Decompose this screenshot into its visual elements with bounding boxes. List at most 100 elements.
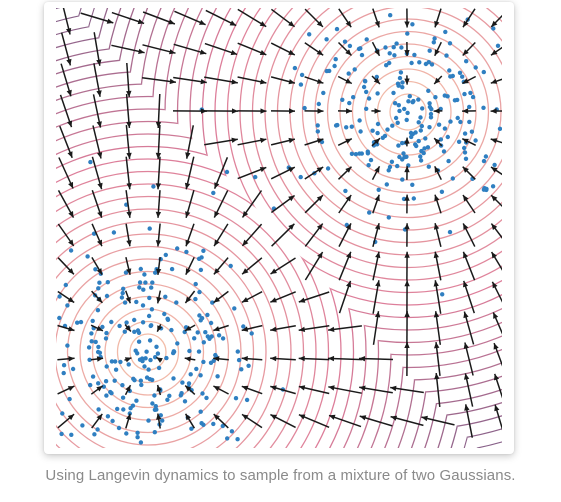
sample-dot bbox=[193, 281, 198, 287]
arrow-glyph bbox=[237, 108, 267, 114]
sample-dot bbox=[65, 343, 70, 348]
sample-dot bbox=[495, 43, 501, 48]
contour-line bbox=[339, 43, 477, 181]
sample-dot bbox=[462, 150, 468, 155]
sample-dot bbox=[298, 174, 303, 180]
sample-dot bbox=[438, 106, 443, 112]
sample-dot bbox=[380, 135, 385, 140]
arrow-glyph bbox=[241, 223, 263, 247]
arrow-glyph bbox=[184, 413, 196, 429]
arrow-glyph bbox=[490, 138, 502, 144]
sample-dot bbox=[416, 97, 421, 102]
arrow-glyph bbox=[213, 324, 229, 332]
sample-dot bbox=[400, 85, 405, 90]
arrow-glyph bbox=[203, 108, 239, 114]
arrow-glyph bbox=[125, 413, 132, 429]
arrow-glyph bbox=[337, 41, 353, 57]
sample-dot bbox=[467, 119, 472, 125]
sample-dot bbox=[481, 69, 486, 75]
sample-dot bbox=[429, 62, 435, 67]
sample-dot bbox=[163, 252, 168, 258]
sample-dot bbox=[121, 407, 126, 412]
sample-dot bbox=[95, 308, 101, 313]
arrow-glyph bbox=[91, 257, 103, 275]
arrow-glyph bbox=[204, 137, 238, 146]
sample-dot bbox=[139, 382, 144, 388]
arrow-glyph bbox=[372, 280, 381, 314]
contour-line bbox=[116, 320, 180, 384]
contour-line bbox=[214, 8, 502, 306]
sample-dot bbox=[441, 149, 447, 154]
contour-line bbox=[239, 8, 502, 281]
figure-caption: Using Langevin dynamics to sample from a… bbox=[45, 467, 516, 484]
sample-dot bbox=[358, 129, 363, 134]
arrow-glyph bbox=[92, 94, 102, 128]
sample-dot bbox=[447, 68, 452, 73]
arrow-glyph bbox=[156, 384, 162, 396]
arrow-glyph bbox=[57, 413, 75, 429]
contour-line bbox=[56, 233, 267, 448]
sample-dot bbox=[86, 345, 92, 350]
sample-dot bbox=[446, 158, 451, 164]
arrow-glyph bbox=[185, 223, 195, 247]
sample-dot bbox=[155, 351, 161, 356]
sample-dot bbox=[113, 359, 118, 364]
sample-dot bbox=[68, 248, 74, 253]
sample-dot bbox=[316, 101, 321, 107]
sample-dot bbox=[455, 97, 460, 103]
arrow-glyph bbox=[493, 342, 502, 367]
sample-dot bbox=[148, 357, 153, 363]
sample-dot bbox=[299, 72, 305, 78]
sample-dot bbox=[395, 163, 400, 169]
arrow-glyph bbox=[462, 194, 476, 214]
arrow-glyph bbox=[338, 251, 352, 281]
arrow-glyph bbox=[156, 290, 162, 304]
arrow-glyph bbox=[125, 156, 132, 190]
arrow-glyph bbox=[464, 373, 474, 407]
arrow-glyph bbox=[241, 291, 263, 303]
arrow-glyph bbox=[372, 223, 381, 247]
arrow-glyph bbox=[433, 223, 442, 247]
sample-dot bbox=[473, 138, 478, 143]
sample-dot bbox=[198, 373, 203, 378]
arrow-glyph bbox=[490, 46, 502, 56]
sample-dot bbox=[163, 294, 168, 299]
sample-dot bbox=[405, 31, 410, 36]
sample-dot bbox=[151, 184, 156, 189]
arrow-glyph bbox=[125, 257, 132, 275]
sample-dot bbox=[400, 140, 405, 146]
sample-dot bbox=[164, 355, 169, 361]
sample-dot bbox=[368, 157, 374, 163]
sample-dot bbox=[439, 189, 445, 194]
arrow-glyph bbox=[213, 157, 229, 189]
sample-dot bbox=[324, 37, 329, 42]
arrow-glyph bbox=[57, 257, 75, 275]
sample-dot bbox=[302, 105, 307, 111]
arrow-glyph bbox=[270, 8, 296, 28]
sample-dot bbox=[121, 286, 126, 291]
arrow-glyph bbox=[463, 311, 475, 345]
sample-dot bbox=[118, 359, 123, 365]
arrow-glyph bbox=[92, 125, 103, 159]
sample-dot bbox=[386, 215, 391, 220]
sample-dot bbox=[344, 125, 349, 130]
sample-dot bbox=[228, 263, 233, 269]
arrow-glyph bbox=[434, 194, 442, 214]
sample-dot bbox=[208, 320, 214, 326]
arrow-glyph bbox=[184, 385, 196, 395]
arrow-glyph bbox=[62, 8, 72, 35]
sample-dot bbox=[194, 366, 199, 372]
arrow-glyph bbox=[404, 251, 410, 281]
sample-dot bbox=[423, 136, 428, 141]
arrow-glyph bbox=[371, 75, 381, 85]
sample-dot bbox=[402, 106, 407, 112]
arrow-glyph bbox=[205, 9, 237, 27]
sample-dot bbox=[197, 289, 202, 295]
sample-dot bbox=[363, 79, 368, 84]
sample-dot bbox=[349, 124, 354, 129]
sample-dot bbox=[109, 319, 114, 325]
arrow-glyph bbox=[156, 323, 163, 333]
arrow-glyph bbox=[185, 256, 195, 276]
sample-dot bbox=[61, 363, 67, 368]
sample-dot bbox=[375, 91, 380, 96]
